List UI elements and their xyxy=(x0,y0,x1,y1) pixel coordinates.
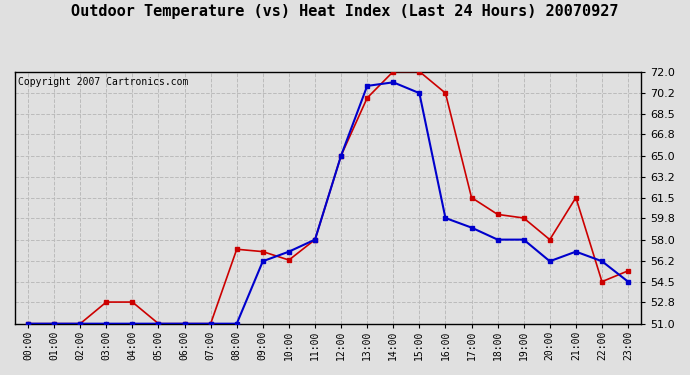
Text: Copyright 2007 Cartronics.com: Copyright 2007 Cartronics.com xyxy=(18,76,188,87)
Text: Outdoor Temperature (vs) Heat Index (Last 24 Hours) 20070927: Outdoor Temperature (vs) Heat Index (Las… xyxy=(71,4,619,19)
